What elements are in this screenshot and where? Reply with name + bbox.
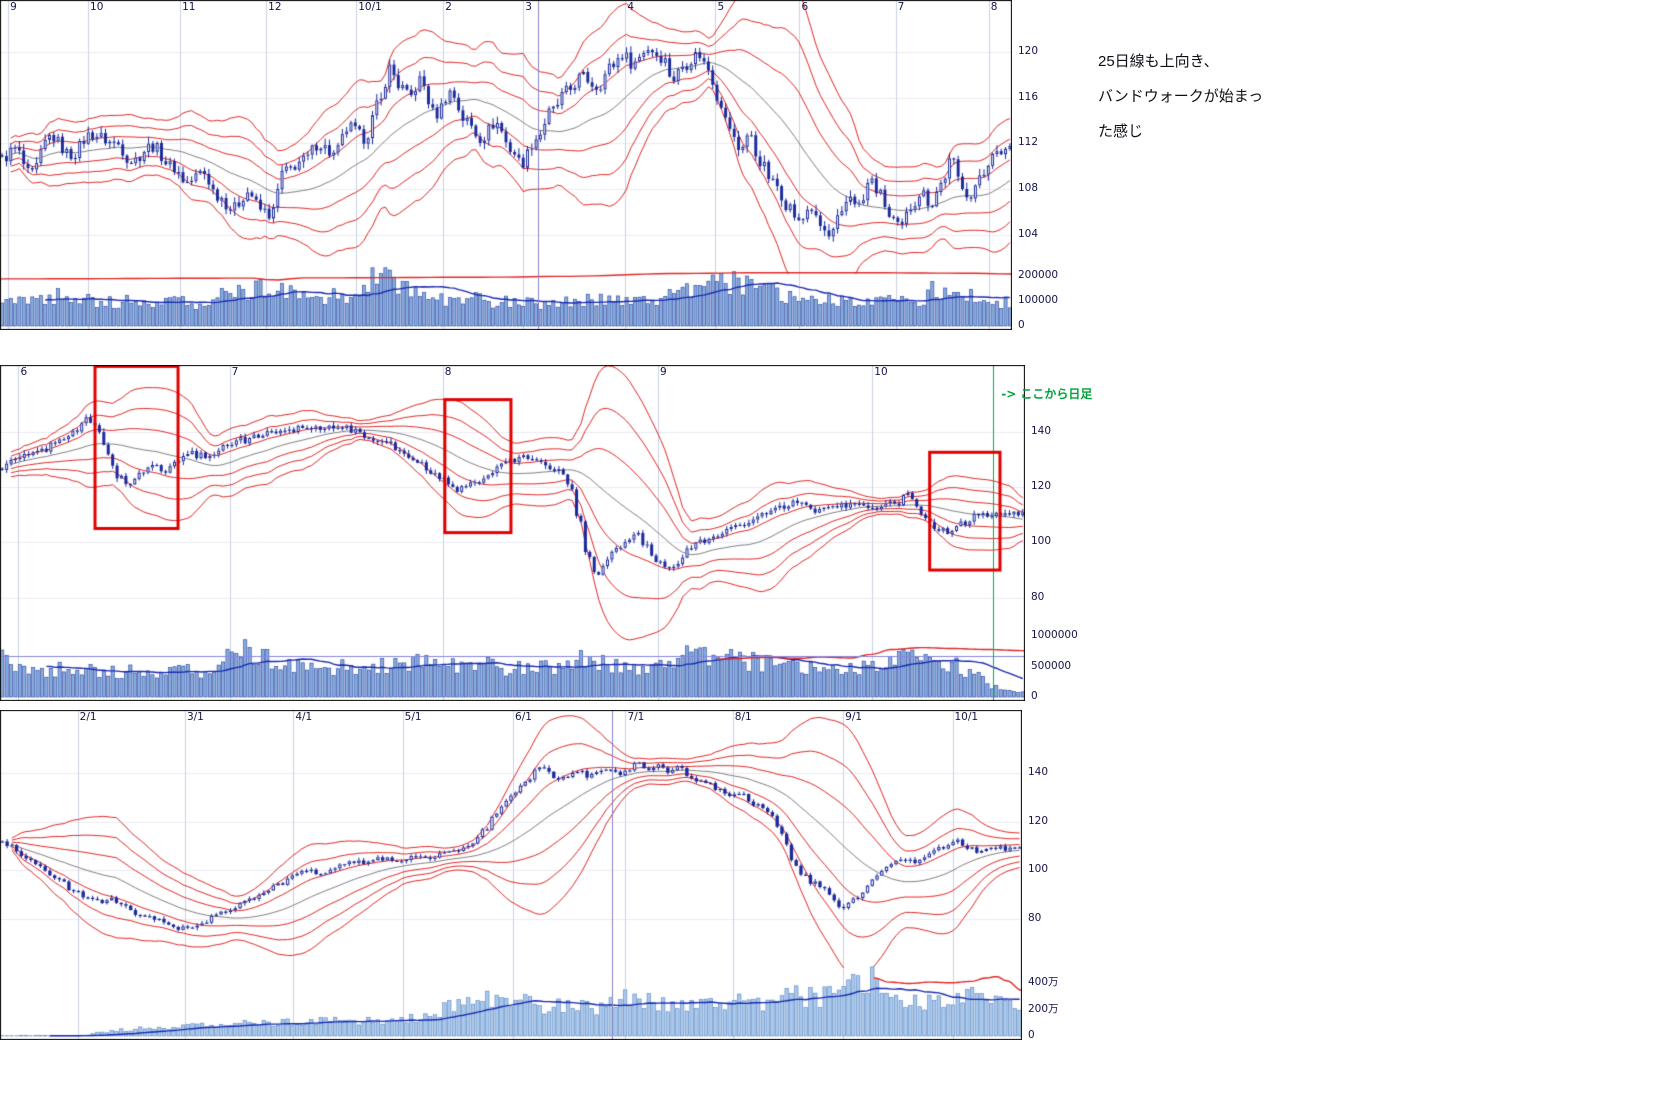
x-tick-label: 9 [660,366,667,378]
daily-start-annotation: -> ここから日足 [1001,387,1093,401]
volume-tick-label: 500000 [1031,659,1072,672]
x-tick-label: 4/1 [295,711,313,723]
x-tick-label: 3 [525,1,532,13]
volume-tick-label: 200万 [1028,1003,1059,1016]
daily-chart-recent: 9 10 11 12 10/1 2 3 4 5 6 7 8 120 116 112 108 104 200000 1… [0,0,1096,331]
x-tick-label: 6 [801,1,809,13]
price-tick-label: 140 [1028,766,1049,779]
x-tick-label: 8 [444,366,452,378]
annotation-line: た感じ [1098,123,1144,140]
price-tick-label: 116 [1018,90,1039,103]
x-tick-label: 10 [90,1,104,13]
x-tick-label: 6/1 [515,711,532,723]
x-tick-label: 11 [182,1,196,13]
price-tick-label: 100 [1031,535,1052,548]
price-tick-label: 80 [1031,590,1045,603]
price-tick-label: 80 [1028,912,1042,925]
x-tick-label: 3/1 [186,711,204,723]
daily-chart-recent-plot-canvas[interactable] [0,0,1012,330]
x-tick-label: 6 [20,366,28,378]
price-tick-label: 120 [1028,814,1049,827]
daily-chart-long: 2/1 3/1 4/1 5/1 6/1 7/1 8/1 9/1 10/1 140 120 100 80 4… [0,710,1096,1041]
x-tick-label: 8 [990,1,998,13]
volume-tick-label: 400万 [1028,975,1059,988]
x-tick-label: 7 [231,366,239,378]
x-tick-label: 4 [627,1,635,13]
volume-tick-label: 0 [1031,690,1038,702]
price-tick-label: 140 [1031,424,1052,437]
x-tick-label: 9/1 [845,711,863,723]
x-tick-label: 5 [717,1,725,13]
volume-tick-label: 0 [1018,319,1025,331]
x-tick-label: 5/1 [404,711,422,723]
annotation-line: バンドウォークが始まっ [1098,88,1264,105]
x-tick-label: 7/1 [627,711,645,723]
volume-tick-label: 1000000 [1031,629,1078,642]
x-tick-label: 2 [445,1,452,13]
x-tick-label: 2/1 [79,711,97,723]
annotation-line: 25日線も上向き、 [1098,53,1219,70]
x-tick-label: 7 [897,1,905,13]
price-tick-label: 108 [1018,182,1039,195]
price-tick-label: 120 [1018,44,1039,57]
x-tick-label: 9 [10,1,17,13]
x-tick-label: 8/1 [734,711,752,723]
weekly-chart-middle-plot-canvas[interactable] [0,365,1025,701]
x-tick-label: 12 [268,1,282,13]
price-tick-label: 112 [1018,136,1039,149]
volume-tick-label: 100000 [1018,294,1059,307]
x-tick-label: 10/1 [954,711,979,723]
volume-tick-label: 0 [1028,1029,1035,1041]
weekly-chart-middle: 6 7 8 9 10 140 120 100 80 1000000 500000 0 -> ここから日足 [0,365,1095,702]
daily-chart-long-plot-canvas[interactable] [0,710,1022,1040]
price-tick-label: 104 [1018,228,1039,241]
volume-tick-label: 200000 [1018,269,1059,282]
x-tick-label: 10/1 [358,1,382,13]
x-tick-label: 10 [874,366,888,378]
chart-annotation: 25日線も上向き、 バンドウォークが始まっ た感じ [1098,44,1263,149]
price-tick-label: 100 [1028,863,1049,876]
price-tick-label: 120 [1031,479,1052,492]
